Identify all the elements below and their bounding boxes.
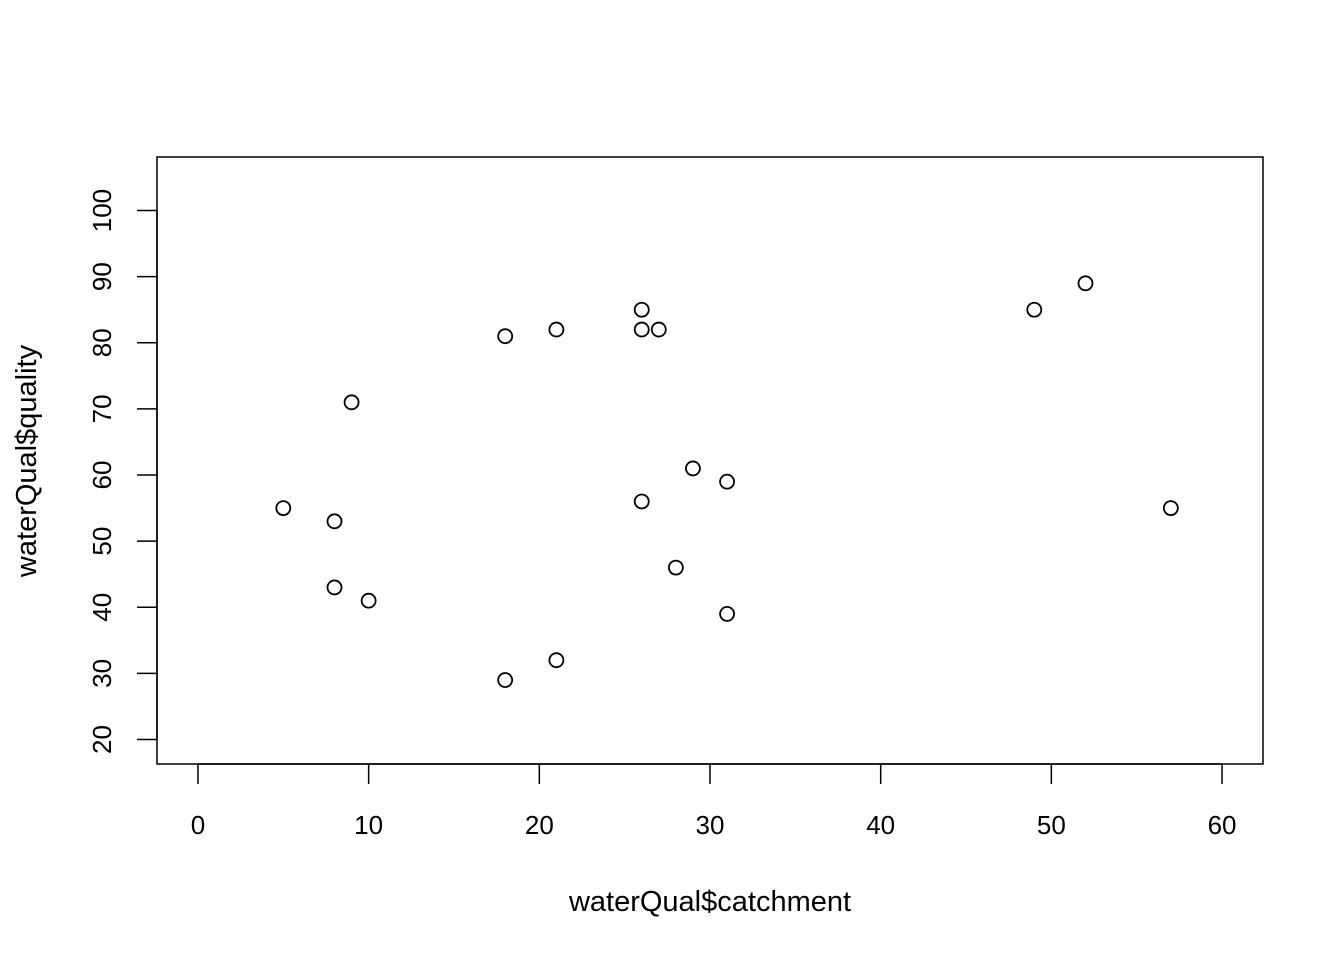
data-point	[1026, 301, 1043, 318]
y-tick-label: 70	[87, 394, 117, 423]
y-tick-label: 40	[87, 593, 117, 622]
data-point	[275, 500, 292, 517]
x-tick-label: 40	[866, 810, 895, 840]
data-point	[633, 493, 650, 510]
data-point	[719, 606, 735, 622]
y-tick-label: 20	[87, 725, 117, 754]
data-point	[360, 592, 377, 609]
data-point	[719, 473, 735, 490]
data-point	[326, 579, 343, 596]
data-point	[633, 301, 650, 318]
x-tick-label: 0	[191, 810, 205, 840]
y-tick-label: 80	[87, 328, 117, 357]
data-points	[275, 275, 1179, 688]
x-axis: 0 10 20 30 40 50 60	[191, 763, 1237, 840]
data-point	[497, 672, 514, 688]
data-point	[667, 559, 684, 576]
y-tick-label: 100	[87, 189, 117, 232]
x-tick-label: 30	[696, 810, 725, 840]
x-tick-label: 20	[525, 810, 554, 840]
data-point	[1162, 500, 1179, 517]
x-axis-label: waterQual$catchment	[568, 886, 851, 918]
data-point	[548, 321, 565, 338]
data-point	[1077, 275, 1094, 292]
x-tick-label: 10	[354, 810, 383, 840]
y-tick-label: 30	[87, 659, 117, 688]
data-point	[326, 513, 343, 530]
y-tick-label: 90	[87, 262, 117, 291]
x-tick-label: 60	[1208, 810, 1237, 840]
y-axis-label: waterQual$quality	[11, 344, 43, 578]
data-point	[497, 328, 514, 345]
y-tick-label: 50	[87, 527, 117, 556]
data-point	[633, 321, 650, 338]
x-tick-label: 50	[1037, 810, 1066, 840]
data-point	[685, 460, 701, 477]
data-point	[548, 652, 565, 669]
data-point	[343, 394, 360, 411]
y-tick-label: 60	[87, 461, 117, 490]
data-point	[650, 321, 667, 338]
y-axis: 20 30 40 50 60 70 80 90 100	[87, 189, 158, 754]
